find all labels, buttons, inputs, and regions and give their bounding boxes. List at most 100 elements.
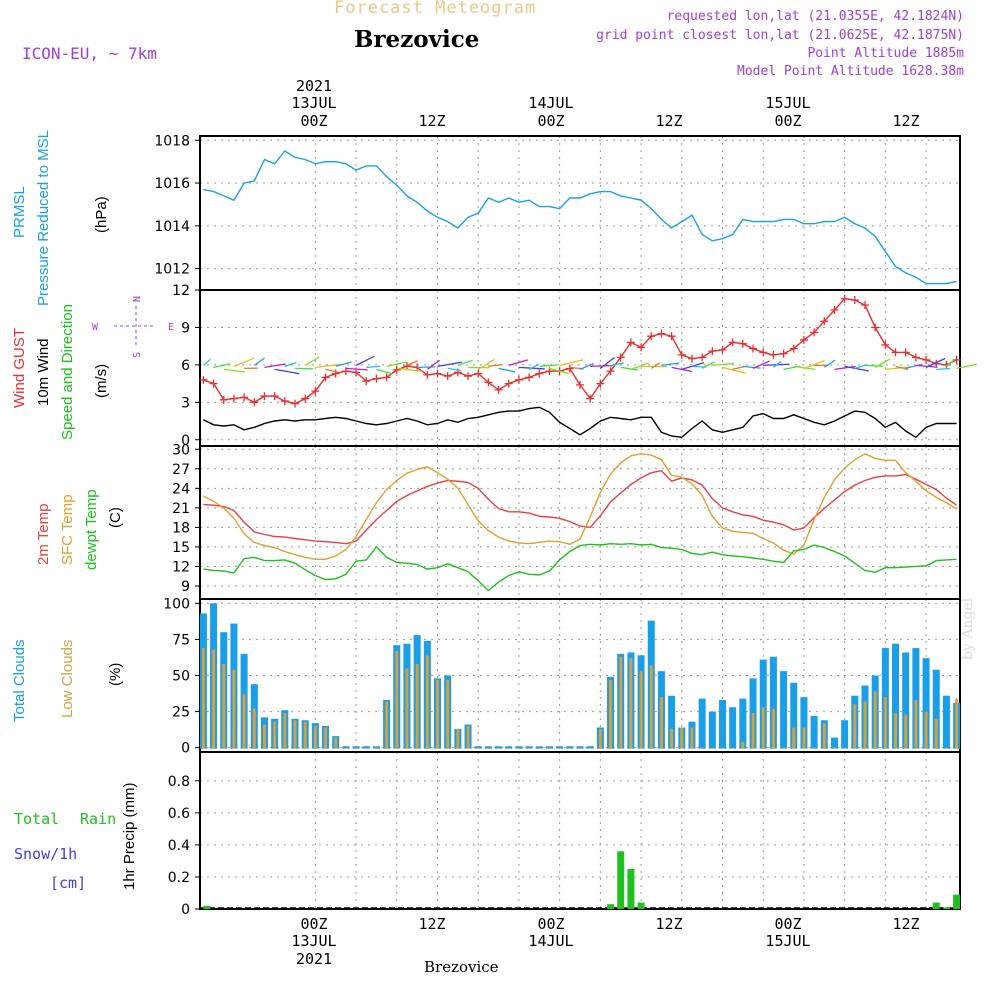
total-clouds-bar: [912, 648, 920, 749]
gust-point: [820, 317, 829, 326]
gust-point: [596, 379, 605, 388]
y-tick-label: 30: [172, 442, 190, 458]
low-clouds-bar: [741, 741, 745, 749]
wind-direction-arrow: [325, 368, 339, 373]
point-altitude: Point Altitude 1885m: [807, 46, 964, 61]
low-clouds-bar: [894, 713, 898, 749]
low-clouds-bar: [731, 747, 735, 749]
low-clouds-bar: [364, 747, 368, 749]
wind-direction-arrow: [355, 355, 375, 366]
gust-point: [738, 339, 747, 348]
precip-unit-label: 1hr Precip (mm): [121, 782, 138, 890]
wind-direction-arrow: [956, 363, 978, 370]
top-date-13jul: 13JUL: [291, 94, 336, 112]
low-clouds-bar: [578, 747, 582, 749]
wind-direction-arrow: [284, 361, 297, 367]
wind-direction-arrow: [202, 358, 211, 366]
gust-point: [687, 354, 696, 363]
low-clouds-bar: [568, 747, 572, 749]
gust-point: [402, 362, 411, 371]
rain-bar: [607, 904, 615, 909]
gust-point: [667, 332, 676, 341]
low-clouds-bar: [710, 747, 714, 749]
gust-point: [260, 392, 269, 401]
wind-direction-arrow: [559, 359, 584, 367]
low-clouds-bar: [883, 697, 887, 749]
wind-direction-arrow: [315, 363, 341, 369]
low-clouds-bar: [914, 700, 918, 749]
gust-point: [219, 395, 228, 404]
low-clouds-bar: [476, 747, 480, 749]
gust-point: [464, 372, 473, 381]
low-clouds-bar: [812, 747, 816, 749]
total-clouds-bar: [372, 746, 380, 749]
bottom-year: 2021: [296, 950, 332, 968]
compass-south: S: [132, 352, 143, 358]
clouds-unit-label: (%): [107, 663, 124, 686]
wind-direction-arrow: [396, 367, 423, 372]
sfc-temp-label: SFC Temp: [59, 494, 76, 565]
gust-point: [270, 392, 279, 401]
low-clouds-bar: [354, 747, 358, 749]
gust-point: [759, 348, 768, 357]
total-clouds-bar: [525, 746, 533, 749]
low-clouds-bar: [659, 697, 663, 749]
wind-direction-arrow: [661, 362, 679, 367]
low-clouds-bar: [456, 728, 460, 749]
total-clouds-bar: [352, 746, 360, 749]
low-clouds-bar: [771, 708, 775, 749]
gust-point: [850, 295, 859, 304]
panel3-labels: 2m Temp SFC Temp dewpt Temp (C): [35, 489, 124, 570]
gust-point: [657, 329, 666, 338]
low-clouds-bar: [415, 663, 419, 749]
y-tick-label: 0.8: [168, 774, 190, 790]
wind-direction-arrow: [274, 368, 300, 375]
gust-point: [392, 365, 401, 374]
low-clouds-bar: [486, 747, 490, 749]
gust-point: [565, 364, 574, 373]
low-clouds-bar: [385, 701, 389, 749]
low-clouds-bar: [212, 649, 216, 749]
rain-label: Rain: [80, 810, 116, 828]
bottom-time-axis: 00Z 13JUL 2021 12Z 00Z 14JUL 12Z 00Z 15J…: [291, 915, 919, 968]
low-clouds-bar: [517, 747, 521, 749]
gust-point: [504, 379, 513, 388]
gust-point: [372, 374, 381, 383]
total-clouds-bar: [790, 682, 798, 749]
gust-point: [749, 344, 758, 353]
total-clouds-bar: [739, 698, 747, 749]
wind-direction-arrow: [722, 366, 746, 374]
rain-bar: [932, 902, 940, 909]
low-clouds-bar: [690, 727, 694, 749]
wind-direction-arrow: [925, 357, 946, 368]
wind-direction-arrow: [834, 365, 856, 371]
wind-direction-arrow: [772, 360, 782, 368]
low-clouds-bar: [619, 656, 623, 749]
bottom-date-13jul: 13JUL: [291, 932, 336, 950]
panel1-labels: PRMSL Pressure Reduced to MSL (hPa): [11, 130, 110, 306]
low-clouds-bar: [303, 721, 307, 749]
wind-direction-arrow: [874, 358, 891, 368]
prmsl-line: [203, 150, 957, 285]
total-clouds-bar: [474, 746, 482, 749]
low-clouds-bar: [629, 658, 633, 749]
low-clouds-bar: [497, 747, 501, 749]
gust-point: [209, 379, 218, 388]
temp-2m-label: 2m Temp: [35, 504, 52, 565]
wind-direction-arrow: [803, 359, 825, 369]
low-clouds-bar: [425, 655, 429, 749]
panel4-labels: Total Clouds Low Clouds (%): [11, 639, 124, 722]
gust-point: [606, 367, 615, 376]
wind-direction-arrow: [844, 365, 870, 372]
y-tick-label: 21: [172, 501, 190, 517]
model-altitude: Model Point Altitude 1628.38m: [737, 64, 964, 79]
wind-direction-arrow: [712, 362, 735, 367]
low-clouds-bar: [436, 679, 439, 749]
low-clouds-bar: [721, 747, 724, 749]
low-clouds-bar: [924, 711, 928, 749]
rain-bar: [637, 902, 645, 909]
bottom-tick-00z: 00Z: [300, 915, 327, 933]
wind-direction-arrow: [426, 359, 441, 370]
low-clouds-bar: [201, 648, 205, 749]
wind-direction-arrow: [549, 367, 570, 375]
